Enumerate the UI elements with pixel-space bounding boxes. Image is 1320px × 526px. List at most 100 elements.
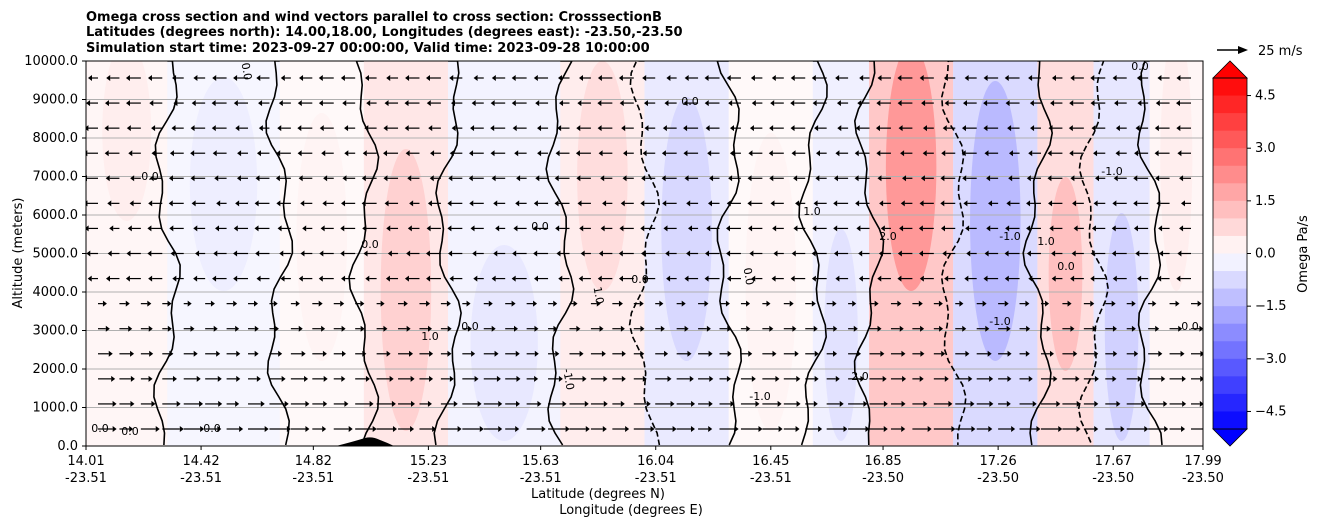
wind-vector-head — [235, 200, 240, 207]
wind-vector-head — [427, 400, 432, 407]
wind-vector-head — [579, 225, 584, 232]
wind-vector-head — [256, 150, 261, 157]
wind-vector-head — [777, 400, 782, 407]
wind-vector-head — [384, 200, 389, 207]
wind-vector-head — [755, 400, 760, 407]
wind-vector-head — [661, 175, 666, 182]
wind-vector-head — [1094, 375, 1099, 382]
wind-vector-head — [457, 426, 462, 432]
wind-vector-head — [278, 100, 283, 107]
wind-vector-head — [129, 426, 134, 432]
wind-vector-head — [708, 426, 713, 432]
wind-vector-head — [1176, 125, 1181, 132]
wind-vector-head — [341, 375, 346, 382]
wind-vector-head — [361, 200, 366, 207]
x-tick-label-latitude: 16.85 — [864, 454, 901, 469]
wind-vector-head — [791, 250, 796, 257]
wind-vector-head — [983, 100, 988, 107]
wind-vector-head — [852, 300, 857, 307]
wind-vector-head — [151, 400, 156, 407]
wind-vector-head — [773, 250, 778, 257]
wind-vector-head — [835, 75, 840, 81]
wind-vector-head — [771, 275, 776, 282]
wind-vector-head — [470, 225, 475, 232]
wind-vector-head — [790, 75, 795, 81]
contour-line — [716, 61, 743, 446]
contour-label: 0.0 — [1181, 320, 1199, 333]
wind-vector-head — [514, 150, 519, 157]
wind-vector-head — [983, 275, 988, 282]
wind-vector-head — [836, 100, 841, 107]
wind-vector-head — [1137, 100, 1142, 107]
wind-vector-head — [1134, 150, 1139, 157]
wind-vector-head — [899, 225, 904, 232]
wind-vector-head — [1159, 250, 1164, 257]
wind-vector-head — [365, 75, 370, 81]
wind-vector-head — [1070, 275, 1075, 282]
wind-vector-head — [859, 75, 864, 81]
wind-vector-head — [877, 275, 882, 282]
wind-vector-head — [920, 175, 925, 182]
wind-vector-head — [726, 275, 731, 282]
wind-vector-head — [1112, 75, 1117, 81]
wind-vector-head — [533, 250, 538, 257]
wind-vector-head — [151, 125, 156, 132]
wind-vector-head — [1053, 375, 1058, 382]
wind-vector-head — [1133, 225, 1138, 232]
wind-vector-head — [747, 175, 752, 182]
wind-vector-head — [600, 175, 605, 182]
wind-vector-head — [1177, 250, 1182, 257]
wind-vector-head — [1058, 426, 1063, 432]
wind-vector-head — [448, 250, 453, 257]
wind-vector-head — [1073, 350, 1078, 357]
wind-vector-head — [900, 150, 905, 157]
wind-vector-head — [193, 275, 198, 282]
wind-vector-head — [386, 225, 391, 232]
wind-vector-head — [233, 225, 238, 232]
wind-vector-head — [687, 350, 692, 357]
wind-vector-head — [130, 175, 135, 182]
contour-label: 0.0 — [631, 273, 649, 286]
wind-vector-head — [961, 125, 966, 132]
wind-vector-head — [447, 325, 452, 332]
wind-vector-head — [833, 175, 838, 182]
wind-vector-head — [86, 125, 89, 132]
wind-vector-head — [621, 350, 626, 357]
wind-vector-head — [706, 325, 711, 332]
wind-vector-head — [585, 426, 590, 432]
wind-vector-head — [428, 125, 433, 132]
wind-vector-head — [111, 375, 116, 382]
wind-vector-head — [167, 325, 172, 332]
wind-vector-head — [775, 375, 780, 382]
wind-vector-head — [533, 200, 538, 207]
wind-vector-head — [323, 175, 328, 182]
wind-vector-head — [918, 225, 923, 232]
wind-vector-head — [729, 150, 734, 157]
wind-vector-head — [384, 100, 389, 107]
wind-vector-head — [280, 75, 285, 81]
wind-vector-head — [344, 400, 349, 407]
wind-vector-head — [341, 275, 346, 282]
wind-vector-head — [318, 75, 323, 81]
wind-vector-head — [577, 100, 582, 107]
wind-vector-head — [1090, 250, 1095, 257]
wind-vector-head — [728, 100, 733, 107]
wind-vector-head — [1073, 225, 1078, 232]
wind-vector-head — [684, 275, 689, 282]
wind-vector-head — [466, 300, 471, 307]
wind-key: 25 m/s — [1217, 44, 1303, 59]
colorbar-segment — [1213, 253, 1247, 272]
wind-vector-head — [277, 225, 282, 232]
wind-vector-head — [707, 200, 712, 207]
wind-vector-head — [233, 275, 238, 282]
wind-vector-head — [1092, 325, 1097, 332]
wind-vector-head — [108, 350, 113, 357]
wind-vector-head — [982, 300, 987, 307]
colorbar-segment — [1213, 271, 1247, 290]
wind-vector-head — [340, 250, 345, 257]
wind-vector-head — [362, 150, 367, 157]
wind-vector-head — [793, 225, 798, 232]
wind-vector-head — [426, 100, 431, 107]
colorbar-segment — [1213, 376, 1247, 395]
wind-vector-head — [944, 375, 949, 382]
